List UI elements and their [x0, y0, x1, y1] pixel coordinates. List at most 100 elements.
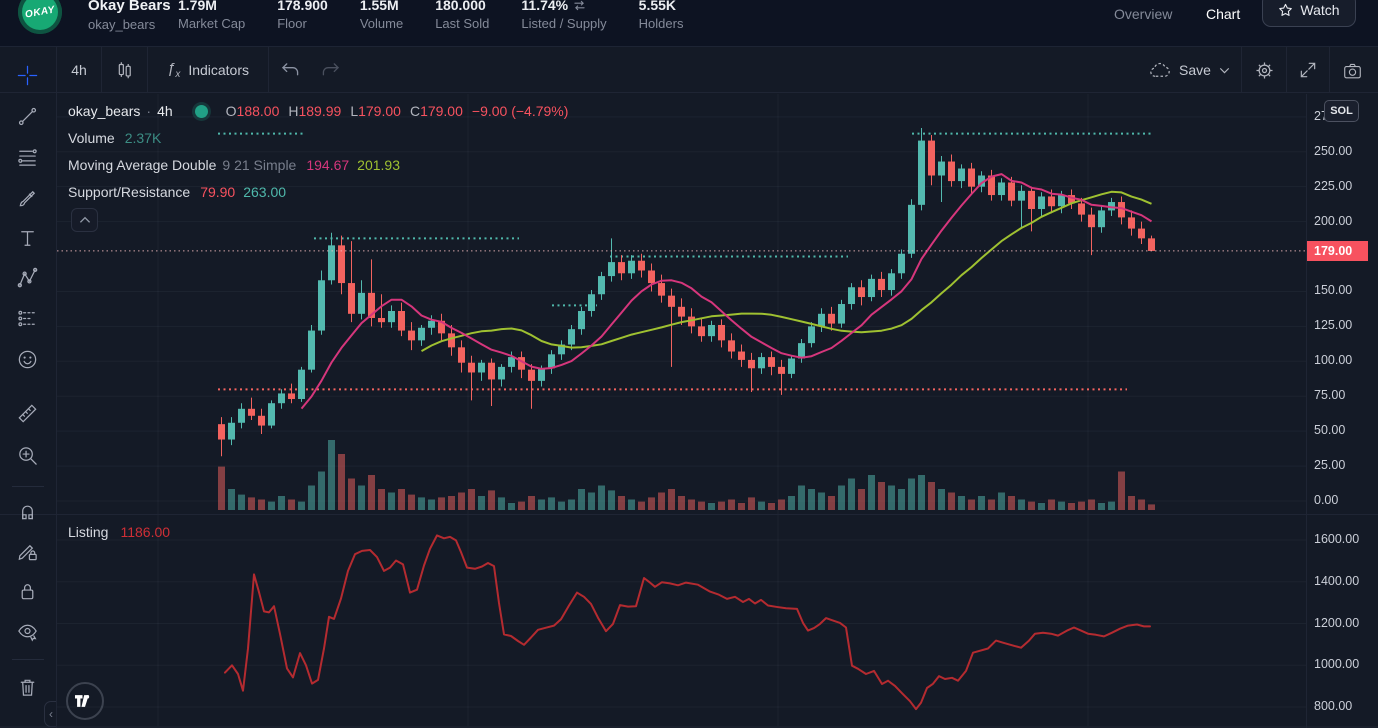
volume-bar [958, 496, 965, 510]
stat-label: Holders [638, 16, 684, 31]
brush-tool-button[interactable] [7, 179, 47, 217]
candle-body [868, 278, 875, 298]
volume-bar [858, 489, 865, 510]
text-tool-button[interactable] [7, 219, 47, 257]
crosshair-tool-button[interactable] [7, 56, 47, 94]
candle-body [818, 313, 825, 327]
volume-bar [238, 494, 245, 510]
candle-body [698, 326, 705, 337]
candle-body [708, 324, 715, 337]
legend-volume-row[interactable]: Volume 2.37K [68, 127, 568, 149]
xabcd-pattern-tool-button[interactable] [7, 259, 47, 297]
candle-body [788, 358, 795, 374]
zoom-in-tool-button[interactable] [7, 436, 47, 474]
chart-style-button[interactable] [102, 47, 147, 93]
ruler-tool-button[interactable] [7, 394, 47, 432]
volume-bar [428, 499, 435, 510]
stat-value: 5.55K [638, 0, 677, 13]
drawing-lock-tool-button[interactable] [7, 532, 47, 570]
volume-bar [308, 485, 315, 510]
market-status-dot[interactable] [194, 104, 208, 118]
redo-button[interactable] [311, 47, 349, 93]
horizontal-lines-tool-button[interactable] [7, 138, 47, 176]
volume-bar [838, 485, 845, 510]
trend-line-icon [18, 107, 36, 125]
emoji-tool-button[interactable] [7, 340, 47, 378]
sr-indicator-label: Support/Resistance [68, 184, 191, 200]
currency-toggle-badge[interactable]: SOL [1324, 100, 1359, 122]
watch-button[interactable]: Watch [1262, 0, 1356, 27]
price-tick: 25.00 [1314, 458, 1346, 473]
save-layout-button[interactable]: Save [1137, 47, 1241, 93]
volume-bar [1048, 499, 1055, 510]
sr-resistance-value: 263.00 [243, 184, 287, 200]
ohlc-close-label: C [409, 103, 421, 119]
indicators-button[interactable]: ƒx Indicators [148, 47, 268, 93]
volume-bar [218, 466, 225, 510]
candle-body [468, 362, 475, 373]
volume-bar [1108, 501, 1115, 510]
tradingview-logo[interactable] [66, 682, 104, 720]
magnet-tool-button[interactable] [7, 491, 47, 529]
volume-bar [1078, 501, 1085, 510]
volume-bar [1148, 504, 1155, 510]
fullscreen-button[interactable] [1287, 47, 1329, 93]
candle-body [478, 362, 485, 373]
volume-bar [498, 497, 505, 510]
volume-bar [358, 485, 365, 510]
candle-body [1038, 196, 1045, 210]
undo-button[interactable] [269, 47, 311, 93]
volume-bar [1138, 499, 1145, 510]
interval-button[interactable]: 4h [57, 47, 101, 93]
candle-body [398, 311, 405, 331]
stat-label: Floor [277, 16, 307, 31]
candle-body [618, 262, 625, 274]
listing-indicator-label: Listing [68, 524, 109, 540]
price-axis[interactable]: 800.00 1000.00 1200.00 1400.00 1600.00 0.00 25… [1306, 94, 1378, 728]
screenshot-button[interactable] [1330, 47, 1374, 93]
collection-title-block: Okay Bears okay_bears [88, 0, 171, 32]
tab-overview[interactable]: Overview [1114, 6, 1173, 22]
candle-body [828, 313, 835, 324]
candle-body [928, 140, 935, 176]
candle-body [448, 333, 455, 348]
forecast-tool-button[interactable] [7, 299, 47, 337]
current-price-label: 179.00 [1307, 240, 1368, 261]
legend-sr-row[interactable]: Support/Resistance 79.90 263.00 [68, 181, 568, 203]
candle-body [558, 344, 565, 355]
tab-chart[interactable]: Chart [1206, 6, 1241, 22]
volume-bar [718, 501, 725, 510]
candle-body [1098, 210, 1105, 228]
ohlc-low-value: 179.00 [358, 103, 401, 119]
candle-body [358, 292, 365, 314]
trend-line-tool-button[interactable] [7, 97, 47, 135]
candle-body [648, 270, 655, 284]
legend-symbol-row[interactable]: okay_bears · 4h O 188.00 H 189.99 L 179.00 … [68, 100, 568, 122]
volume-bar [748, 497, 755, 510]
collection-logo[interactable]: OKAY [18, 0, 62, 34]
ma-fast-value: 194.67 [306, 157, 350, 173]
legend-ma-row[interactable]: Moving Average Double 9 21 Simple 194.67… [68, 154, 568, 176]
sidebar-divider [12, 486, 44, 487]
chart-settings-button[interactable] [1242, 47, 1286, 93]
collection-header: OKAY Okay Bears okay_bears 1.79M Market C… [0, 0, 1378, 47]
candle-body [1028, 190, 1035, 210]
legend-collapse-button[interactable] [71, 208, 98, 232]
candle-body [728, 340, 735, 352]
lock-all-tool-button[interactable] [7, 572, 47, 610]
toolbar-divider [1329, 47, 1330, 93]
volume-bar [818, 492, 825, 510]
remove-drawings-tool-button[interactable] [7, 668, 47, 706]
stat-value: 178.900 [277, 0, 328, 13]
listing-tick: 1200.00 [1314, 615, 1360, 630]
volume-bar [418, 497, 425, 510]
toolbar-right-group: Save [1137, 47, 1374, 93]
hide-drawings-tool-button[interactable] [7, 612, 47, 650]
volume-bar [488, 490, 495, 510]
volume-bar [528, 496, 535, 510]
listing-pane-legend[interactable]: Listing 1186.00 [68, 524, 170, 540]
volume-bar [368, 475, 375, 510]
volume-bar [388, 492, 395, 510]
candle-body [378, 317, 385, 323]
